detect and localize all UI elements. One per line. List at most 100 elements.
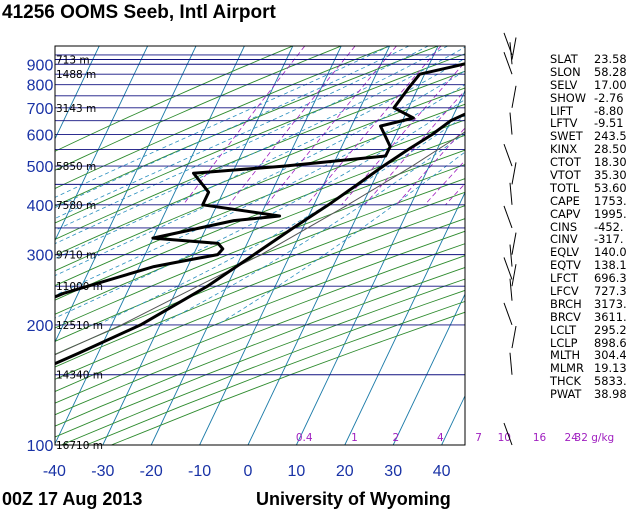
index-value: 19.13 [594, 361, 627, 376]
index-row: CINS -452. [546, 219, 640, 234]
index-name: LFCT [550, 271, 578, 286]
moist-adiabat-line [55, 46, 465, 245]
index-name: CINV [550, 232, 578, 247]
dry-adiabat-line [55, 164, 465, 329]
wind-barb [503, 51, 513, 75]
pressure-tick-label: 800 [27, 78, 54, 95]
pressure-tick-label: 900 [27, 57, 54, 74]
index-name: MLMR [550, 361, 584, 376]
index-value: 140.0 [594, 245, 627, 260]
index-row: SLON 58.28 [546, 64, 640, 79]
isotherm-line [0, 46, 2, 445]
index-name: SLON [550, 64, 581, 79]
wind-barb [511, 162, 517, 185]
index-row: EQLV 140.0 [546, 246, 640, 259]
index-value: -452. [594, 219, 624, 234]
temperature-tick-label: -10 [188, 463, 211, 480]
index-value: 304.4 [594, 348, 627, 363]
index-name: SHOW [550, 90, 587, 105]
index-row: EQTV 138.1 [546, 259, 640, 272]
height-label: 14340 m [56, 370, 103, 382]
index-value: 17.00 [594, 77, 627, 92]
index-name: LCLP [550, 335, 578, 350]
index-value: 38.98 [594, 387, 627, 402]
index-name: EQTV [550, 258, 581, 273]
temperature-tick-label: 0 [244, 463, 253, 480]
index-name: CAPE [550, 193, 580, 208]
index-name: EQLV [550, 245, 580, 260]
index-name: CINS [550, 219, 578, 234]
mixing-ratio-line [228, 46, 356, 206]
dry-adiabat-line [55, 243, 465, 404]
wind-barb [503, 143, 513, 167]
dry-adiabat-line [55, 119, 465, 287]
wind-barb [503, 205, 513, 229]
isotherm-line [102, 46, 294, 445]
dry-adiabat-line [55, 178, 465, 342]
temperature-profile [55, 112, 465, 366]
temperature-tick-label: 20 [336, 463, 354, 480]
index-row: THCK 5833. [546, 375, 640, 388]
temperature-tick-label: -40 [43, 463, 66, 480]
index-row: MLMR 19.13 [546, 362, 640, 375]
pressure-tick-label: 400 [27, 198, 54, 215]
wind-barb [509, 182, 513, 205]
pressure-tick-label: 500 [27, 159, 54, 176]
index-row: TOTL 53.60 [546, 182, 640, 195]
index-value: -2.76 [594, 90, 624, 105]
index-value: 3173. [594, 296, 627, 311]
height-label: 9710 m [56, 250, 96, 262]
index-value: -9.51 [594, 116, 624, 131]
dry-adiabat-line [55, 53, 465, 224]
dry-adiabat-line [55, 70, 465, 240]
temperature-tick-label: -20 [140, 463, 163, 480]
pressure-tick-label: 200 [27, 318, 54, 335]
index-row: PWAT 38.98 [546, 388, 640, 401]
dry-adiabat-line [55, 46, 343, 171]
index-row: SHOW -2.76 [546, 90, 640, 105]
isotherm-line [150, 46, 342, 445]
index-name: CAPV [550, 206, 581, 221]
index-name: BRCV [550, 309, 581, 324]
index-name: VTOT [550, 168, 581, 183]
wind-barb [509, 352, 513, 375]
isotherm-line [392, 293, 465, 445]
index-name: SELV [550, 77, 578, 92]
mixing-ratio-label: 16 [533, 432, 547, 444]
index-value: 138.1 [594, 258, 627, 273]
height-label: 7580 m [56, 200, 96, 212]
index-value: 243.5 [594, 129, 627, 144]
wind-barb [509, 244, 513, 267]
index-value: 696.3 [594, 271, 627, 286]
dry-adiabat-line [55, 191, 465, 355]
isotherm-line [344, 191, 465, 445]
index-row: BRCV 3611. [546, 309, 640, 324]
temperature-tick-label: -30 [91, 463, 114, 480]
moist-adiabat-line [55, 46, 390, 198]
height-label: 5850 m [56, 161, 96, 173]
wind-barb [503, 257, 513, 280]
temperature-tick-label: 30 [384, 463, 402, 480]
index-row: KINX 28.50 [546, 143, 640, 156]
index-row: LFTV -9.51 [546, 117, 640, 130]
mixing-ratio-label: 10 [498, 432, 511, 444]
parcel-path [55, 131, 465, 356]
index-value: -8.80 [594, 103, 624, 118]
wind-barb [503, 302, 513, 326]
index-row: CAPV 1995. [546, 206, 640, 221]
wind-barb [503, 422, 513, 446]
mixing-ratio-label: 24 [565, 432, 579, 444]
index-value: 23.58 [594, 52, 627, 66]
index-name: SLAT [550, 52, 578, 66]
mixing-ratio-label: 1 [351, 432, 358, 444]
plot-frame [54, 45, 466, 446]
height-label: 11000 m [56, 281, 103, 293]
index-value: 295.2 [594, 322, 627, 337]
height-label: 1488 m [56, 69, 96, 81]
index-row: LFCV 727.3 [546, 285, 640, 298]
source-credit: University of Wyoming [256, 489, 451, 509]
dry-adiabat-line [55, 149, 465, 315]
index-row: MLTH 304.4 [546, 349, 640, 362]
pressure-tick-label: 700 [27, 101, 54, 118]
